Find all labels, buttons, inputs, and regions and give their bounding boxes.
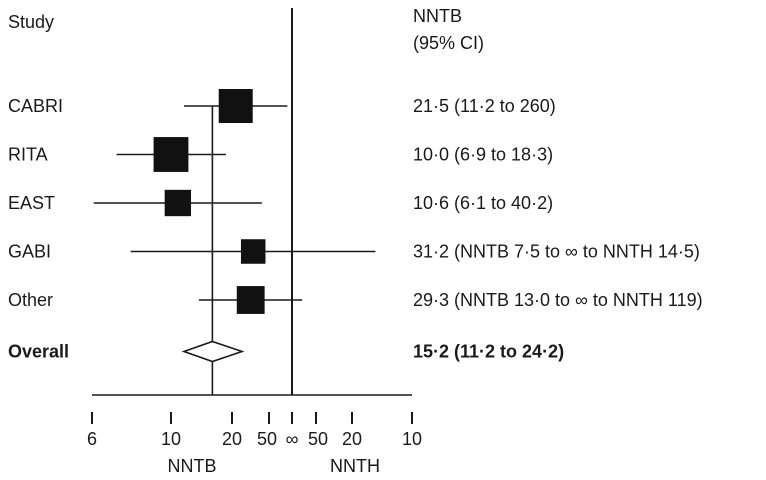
axis-label-nntb: NNTB xyxy=(168,456,217,476)
tick-label: 6 xyxy=(87,429,97,449)
tick-label: ∞ xyxy=(286,429,299,449)
study-estimate-text: 10·6 (6·1 to 40·2) xyxy=(413,193,553,213)
overall-diamond xyxy=(181,340,245,363)
tick-label: 20 xyxy=(222,429,242,449)
study-estimate-text: 10·0 (6·9 to 18·3) xyxy=(413,145,553,165)
chart-marks: 6 10 20 50 ∞ 50 20 10 CABRI 21·5 (11·2 to 260) RIT… xyxy=(8,8,703,449)
study-weight-square xyxy=(164,189,192,217)
study-estimate-text: 21·5 (11·2 to 260) xyxy=(413,96,556,116)
tick-label: 50 xyxy=(308,429,328,449)
study-name: EAST xyxy=(8,193,55,213)
study-estimate-text: 29·3 (NNTB 13·0 to ∞ to NNTH 119) xyxy=(413,290,703,310)
tick-label: 20 xyxy=(342,429,362,449)
study-name: RITA xyxy=(8,145,48,165)
axis-label-nnth: NNTH xyxy=(330,456,380,476)
estimate-column-header-line1: NNTB xyxy=(413,6,462,26)
study-column-header: Study xyxy=(8,12,54,32)
study-weight-square xyxy=(218,89,253,123)
tick-label: 10 xyxy=(161,429,181,449)
tick-label: 10 xyxy=(402,429,422,449)
study-name: CABRI xyxy=(8,96,63,116)
overall-estimate-text: 15·2 (11·2 to 24·2) xyxy=(413,342,564,362)
estimate-column-header-line2: (95% CI) xyxy=(413,33,484,53)
study-weight-square xyxy=(240,239,266,264)
tick-label: 50 xyxy=(257,429,277,449)
study-estimate-text: 31·2 (NNTB 7·5 to ∞ to NNTH 14·5) xyxy=(413,242,700,262)
study-weight-square xyxy=(236,286,265,314)
study-weight-square xyxy=(153,137,189,172)
study-name: Other xyxy=(8,290,53,310)
study-name: GABI xyxy=(8,242,51,262)
overall-name: Overall xyxy=(8,342,69,362)
